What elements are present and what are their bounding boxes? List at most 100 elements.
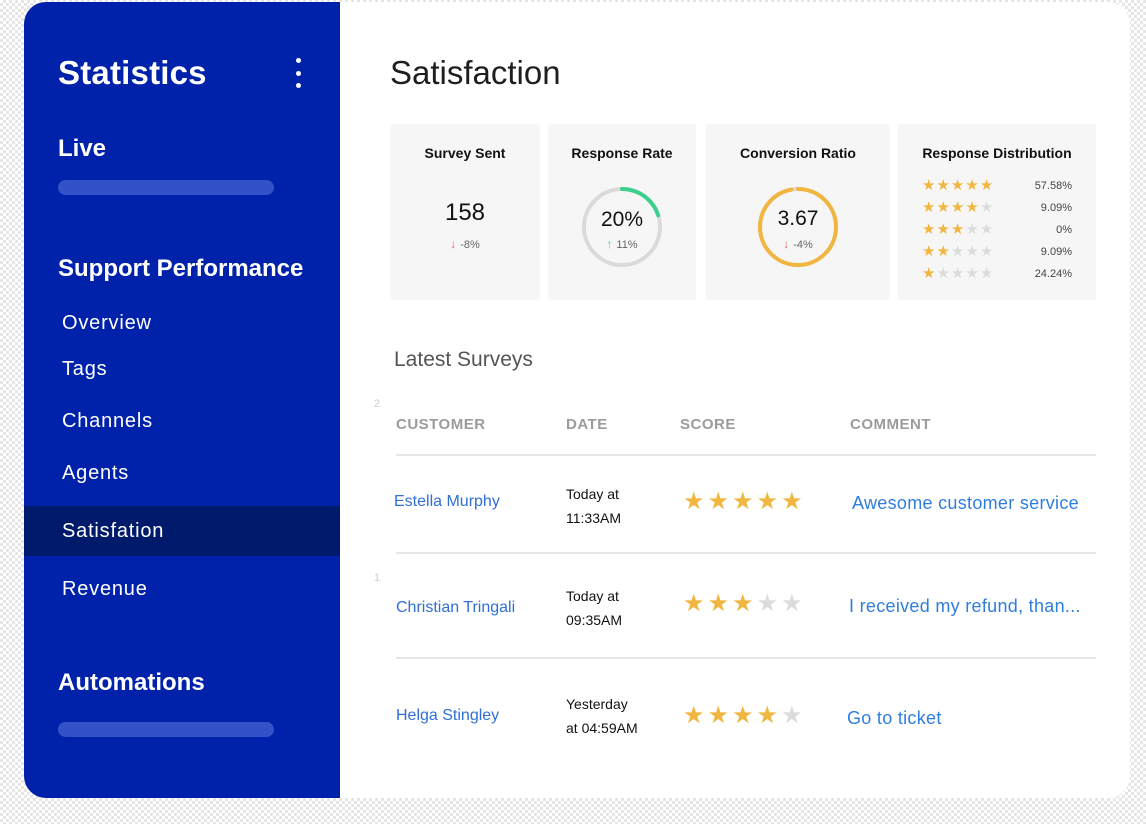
star-icon: ★ <box>965 199 979 216</box>
comment-link[interactable]: Awesome customer service <box>852 493 1079 513</box>
customer-link[interactable]: Christian Tringali <box>396 599 516 616</box>
score-stars: ★ ★ ★ ★ ★ <box>683 592 803 616</box>
conversion-ratio-value: 3.67 <box>777 207 819 230</box>
sidebar-title: Statistics <box>58 54 207 91</box>
star-icon: ★ <box>950 199 965 216</box>
conversion-ratio-ring <box>758 187 838 267</box>
sidebar-item-label: Revenue <box>62 577 148 600</box>
sidebar-item-label: Agents <box>62 461 130 484</box>
go-to-ticket-link[interactable]: Go to ticket <box>847 708 942 728</box>
survey-sent-delta: ↓ -8% <box>390 237 540 251</box>
star-icon: ★ <box>965 177 979 194</box>
sidebar-item-tags[interactable]: Tags <box>24 344 340 394</box>
distribution-stars: ★ ★ ★ ★ ★ <box>922 266 993 282</box>
distribution-stars: ★ ★ ★ ★ ★ <box>922 244 993 260</box>
star-icon: ★ <box>922 199 936 216</box>
star-icon: ★ <box>781 590 803 617</box>
statistics-panel: Statistics Live Support Performance Over… <box>24 2 1130 798</box>
column-header-comment[interactable]: COMMENT <box>850 416 931 433</box>
survey-sent-value: 158 <box>444 199 486 226</box>
star-icon: ★ <box>950 221 965 238</box>
sidebar-item-channels[interactable]: Channels <box>24 396 340 446</box>
star-icon: ★ <box>936 265 950 282</box>
distribution-row: ★ ★ ★ ★ ★ 9.09% <box>922 244 1072 260</box>
sidebar-item-revenue[interactable]: Revenue <box>24 564 340 614</box>
distribution-stars: ★ ★ ★ ★ ★ <box>922 200 993 216</box>
distribution-percent: 24.24% <box>1034 268 1072 280</box>
star-icon: ★ <box>756 702 779 729</box>
divider <box>396 657 1096 659</box>
conversion-ratio-delta: ↓ -4% <box>706 237 890 251</box>
distribution-row: ★ ★ ★ ★ ★ 0% <box>922 222 1072 238</box>
star-icon: ★ <box>936 199 950 216</box>
star-icon: ★ <box>979 265 994 282</box>
arrow-up-icon: ↑ <box>606 237 613 251</box>
survey-date: Today at 11:33AM <box>566 486 621 526</box>
sidebar-item-label: Channels <box>62 409 153 432</box>
section-automations[interactable]: Automations <box>58 669 205 696</box>
star-icon: ★ <box>950 243 965 260</box>
star-icon: ★ <box>936 177 950 194</box>
section-live[interactable]: Live <box>58 135 107 162</box>
star-icon: ★ <box>707 488 730 515</box>
live-placeholder-bar <box>58 180 274 195</box>
distribution-percent: 0% <box>1056 224 1072 236</box>
star-icon: ★ <box>965 243 979 260</box>
star-icon: ★ <box>979 177 994 194</box>
divider <box>396 552 1096 554</box>
star-icon: ★ <box>683 590 705 617</box>
star-icon: ★ <box>732 702 754 729</box>
customer-link[interactable]: Estella Murphy <box>394 493 500 510</box>
distribution-stars: ★ ★ ★ ★ ★ <box>922 222 993 238</box>
survey-sent-title: Survey Sent <box>424 145 506 161</box>
star-icon: ★ <box>979 199 994 216</box>
star-icon: ★ <box>756 488 779 515</box>
main-content: Satisfaction Survey Sent 158 ↓ -8% Respon… <box>340 2 1130 798</box>
star-icon: ★ <box>707 702 730 729</box>
response-distribution-card: Response Distribution ★ ★ ★ ★ ★ 57.58% ★ ★ ★ ★ ★ 9.… <box>898 124 1096 300</box>
star-icon: ★ <box>732 590 754 617</box>
star-icon: ★ <box>922 221 936 238</box>
more-vertical-icon[interactable] <box>284 58 312 88</box>
survey-sent-card: Survey Sent 158 ↓ -8% <box>390 124 540 300</box>
survey-date: Yesterday at 04:59AM <box>566 696 638 736</box>
sidebar-item-agents[interactable]: Agents <box>24 448 340 498</box>
divider <box>396 454 1096 456</box>
star-icon: ★ <box>936 221 950 238</box>
column-header-score[interactable]: SCORE <box>680 416 736 433</box>
sidebar-item-label: Satisfation <box>62 519 165 542</box>
star-icon: ★ <box>781 702 803 729</box>
star-icon: ★ <box>683 702 705 729</box>
star-icon: ★ <box>965 221 979 238</box>
star-icon: ★ <box>707 590 730 617</box>
sidebar: Statistics Live Support Performance Over… <box>24 2 340 798</box>
section-support-performance[interactable]: Support Performance <box>58 255 304 282</box>
distribution-percent: 57.58% <box>1034 180 1072 192</box>
conversion-ratio-card: Conversion Ratio 3.67 ↓ -4% <box>706 124 890 300</box>
customer-link[interactable]: Helga Stingley <box>396 707 500 724</box>
column-header-date[interactable]: DATE <box>566 416 608 433</box>
distribution-percent: 9.09% <box>1040 202 1072 214</box>
response-rate-ring <box>582 187 662 267</box>
side-number: 1 <box>374 572 381 584</box>
star-icon: ★ <box>979 221 994 238</box>
sidebar-item-label: Overview <box>62 311 152 334</box>
response-distribution-title: Response Distribution <box>922 145 1072 161</box>
sidebar-item-satisfation[interactable]: Satisfation <box>24 506 340 556</box>
latest-surveys-title: Latest Surveys <box>394 348 533 371</box>
distribution-row: ★ ★ ★ ★ ★ 9.09% <box>922 200 1072 216</box>
comment-link[interactable]: I received my refund, than... <box>849 596 1081 616</box>
sidebar-item-overview[interactable]: Overview <box>24 298 340 348</box>
page-title: Satisfaction <box>390 54 561 91</box>
distribution-percent: 9.09% <box>1040 246 1072 258</box>
star-icon: ★ <box>922 177 936 194</box>
arrow-down-icon: ↓ <box>783 237 790 251</box>
conversion-ratio-title: Conversion Ratio <box>740 145 856 161</box>
distribution-stars: ★ ★ ★ ★ ★ <box>922 178 993 194</box>
automations-placeholder-bar <box>58 722 274 737</box>
column-header-customer[interactable]: CUSTOMER <box>396 416 486 433</box>
score-stars: ★ ★ ★ ★ ★ <box>683 490 803 514</box>
star-icon: ★ <box>936 243 950 260</box>
response-rate-delta: ↑ 11% <box>548 237 696 251</box>
star-icon: ★ <box>922 265 936 282</box>
